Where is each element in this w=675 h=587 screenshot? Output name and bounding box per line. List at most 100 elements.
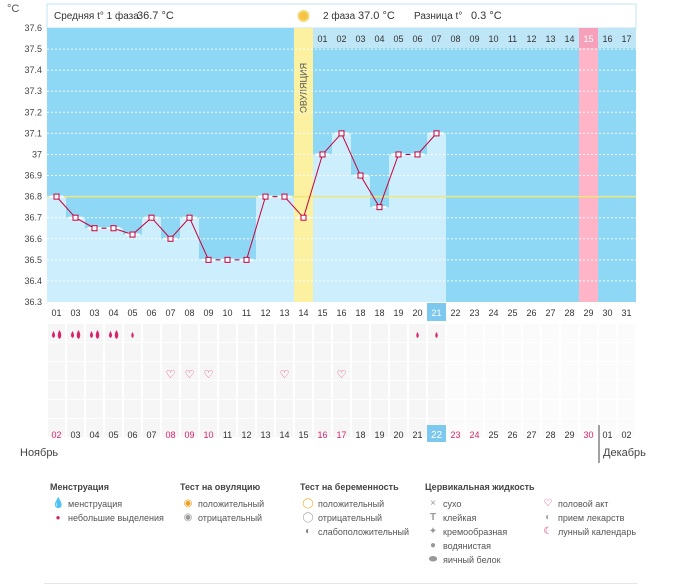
grid-cell bbox=[333, 419, 350, 437]
grid-cell bbox=[143, 343, 160, 361]
y-tick-label: 36.5 bbox=[24, 255, 42, 265]
grid-cell bbox=[409, 381, 426, 399]
grid-cell bbox=[67, 343, 84, 361]
legend-pregnancy-title: Тест на беременность bbox=[300, 482, 399, 492]
grid-cell bbox=[162, 343, 179, 361]
temperature-point bbox=[167, 235, 174, 242]
intercourse-heart-icon: ♡ bbox=[185, 369, 195, 381]
grid-cell bbox=[504, 324, 521, 342]
calendar-date-label: 28 bbox=[545, 430, 555, 440]
legend-medication: ◐ прием лекарств bbox=[540, 511, 636, 525]
calendar-date-label: 16 bbox=[317, 430, 327, 440]
post-ovulation-strip bbox=[313, 28, 636, 48]
creamy-icon: ✦ bbox=[428, 526, 438, 537]
legend-pregnancy-weak: ◐ слабоположительный bbox=[300, 525, 409, 539]
grid-cell bbox=[561, 362, 578, 380]
diff-value: 0.3 °C bbox=[471, 10, 502, 22]
grid-cell bbox=[219, 400, 236, 418]
menstruation-icon bbox=[52, 331, 55, 338]
temperature-point bbox=[110, 225, 117, 232]
grid-cell bbox=[219, 324, 236, 342]
temperature-point bbox=[205, 256, 212, 263]
grid-cell bbox=[485, 362, 502, 380]
menstruation-icon bbox=[114, 330, 119, 339]
temperature-bar bbox=[104, 228, 123, 302]
calendar-date-label: 26 bbox=[507, 430, 517, 440]
grid-cell bbox=[181, 343, 198, 361]
post-ovulation-day-label: 04 bbox=[374, 34, 384, 44]
t-icon: T bbox=[429, 512, 437, 523]
grid-cell bbox=[105, 381, 122, 399]
cycle-day-label: 14 bbox=[298, 308, 308, 318]
grid-cell bbox=[257, 343, 274, 361]
grid-cell bbox=[295, 362, 312, 380]
grid-cell bbox=[352, 362, 369, 380]
grid-cell bbox=[618, 381, 635, 399]
grid-cell bbox=[162, 419, 179, 437]
grid-cell bbox=[599, 400, 616, 418]
ovulation-label: ОВУЛЯЦИЯ bbox=[299, 63, 309, 113]
post-ovulation-day-label: 06 bbox=[412, 34, 422, 44]
calendar-date-label: 08 bbox=[165, 430, 175, 440]
test-negative-icon: ◯ bbox=[302, 512, 314, 523]
temperature-point bbox=[243, 256, 250, 263]
cycle-day-label: 20 bbox=[412, 308, 422, 318]
grid-cell bbox=[238, 324, 255, 342]
footer-divider bbox=[44, 583, 638, 584]
legend-label: положительный bbox=[318, 499, 385, 509]
intercourse-heart-icon: ♡ bbox=[280, 369, 290, 381]
legend-intercourse: ♡ половой акт bbox=[540, 497, 636, 511]
calendar-date-label: 21 bbox=[412, 430, 422, 440]
cycle-day-label: 04 bbox=[108, 308, 118, 318]
post-ovulation-day-label: 17 bbox=[621, 34, 631, 44]
post-ovulation-day-label: 01 bbox=[317, 34, 327, 44]
legend-other: ♡ половой акт ◐ прием лекарств ☾ лунный кал… bbox=[540, 480, 637, 539]
cycle-day-label: 06 bbox=[146, 308, 156, 318]
grid-cell bbox=[67, 419, 84, 437]
temperature-bar bbox=[85, 228, 104, 302]
legend-label: лунный календарь bbox=[558, 527, 637, 537]
temperature-point bbox=[91, 225, 98, 232]
grid-cell bbox=[371, 381, 388, 399]
temperature-point bbox=[357, 172, 364, 179]
grid-cell bbox=[238, 400, 255, 418]
post-ovulation-day-label: 05 bbox=[393, 34, 403, 44]
post-ovulation-day-label: 02 bbox=[336, 34, 346, 44]
grid-cell bbox=[105, 400, 122, 418]
legend-label: половой акт bbox=[558, 499, 609, 509]
cycle-day-label: 31 bbox=[621, 308, 631, 318]
temperature-point bbox=[262, 193, 269, 200]
legend-moon: ☾ лунный календарь bbox=[540, 525, 637, 539]
grid-cell bbox=[523, 381, 540, 399]
grid-cell bbox=[561, 419, 578, 437]
menstruation-icon bbox=[90, 331, 93, 338]
grid-cell bbox=[580, 381, 597, 399]
legend-menstruation-item: 💧 менструация bbox=[50, 497, 164, 511]
grid-cell bbox=[238, 362, 255, 380]
legend-cervical-title: Цервикальная жидкость bbox=[425, 482, 535, 492]
ovulation-sun-icon bbox=[297, 10, 310, 22]
grid-cell bbox=[67, 362, 84, 380]
grid-cell bbox=[618, 419, 635, 437]
drop-icon: ● bbox=[55, 513, 61, 522]
grid-cell bbox=[67, 381, 84, 399]
y-tick-label: 37.2 bbox=[24, 107, 42, 117]
y-tick-label: 37 bbox=[32, 149, 42, 159]
calendar-date-label: 17 bbox=[336, 430, 346, 440]
grid-cell bbox=[618, 343, 635, 361]
grid-cell bbox=[485, 324, 502, 342]
cycle-day-label: 28 bbox=[564, 308, 574, 318]
legend-pregnancy-test: Тест на беременность ◯ положительный ◯ отр… bbox=[300, 480, 409, 539]
y-tick-label: 37.4 bbox=[24, 65, 42, 75]
grid-cell bbox=[371, 362, 388, 380]
temperature-point bbox=[300, 214, 307, 221]
calendar-date-label: 02 bbox=[621, 430, 631, 440]
spotting-icon bbox=[416, 332, 419, 338]
temperature-bar bbox=[123, 234, 142, 302]
grid-cell bbox=[523, 324, 540, 342]
grid-cell bbox=[352, 343, 369, 361]
grid-cell bbox=[390, 343, 407, 361]
grid-cell bbox=[314, 362, 331, 380]
calendar-date-label: 19 bbox=[374, 430, 384, 440]
